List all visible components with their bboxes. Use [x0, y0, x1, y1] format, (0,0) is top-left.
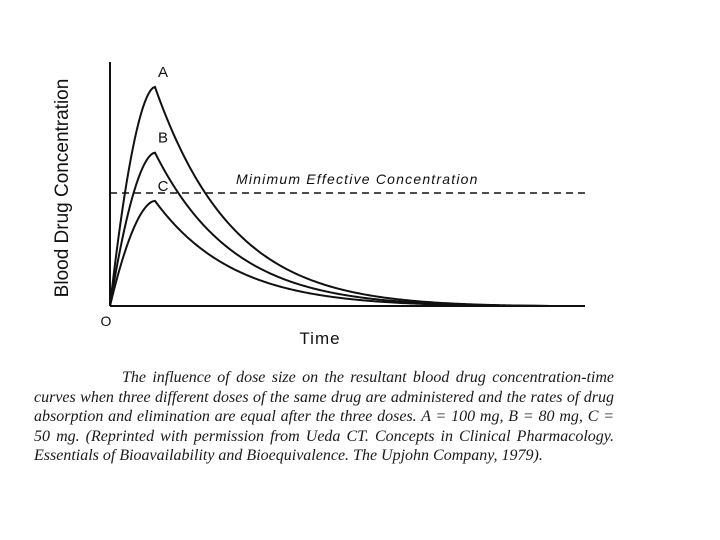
curve-label-C: C	[158, 178, 169, 195]
x-axis-label: Time	[299, 329, 340, 348]
curve-A	[109, 85, 556, 307]
curve-labels: A B C	[158, 64, 169, 195]
curve-label-A: A	[158, 64, 168, 81]
curve-C	[109, 199, 556, 307]
y-axis-label: Blood Drug Concentration	[52, 79, 73, 298]
curves	[109, 85, 556, 307]
figure-caption: The influence of dose size on the result…	[34, 369, 614, 464]
origin-label: O	[101, 313, 112, 329]
curve-label-B: B	[158, 130, 168, 147]
mec-label: Minimum Effective Concentration	[236, 171, 479, 187]
plot-area: Minimum Effective Concentration A B C	[109, 62, 585, 307]
